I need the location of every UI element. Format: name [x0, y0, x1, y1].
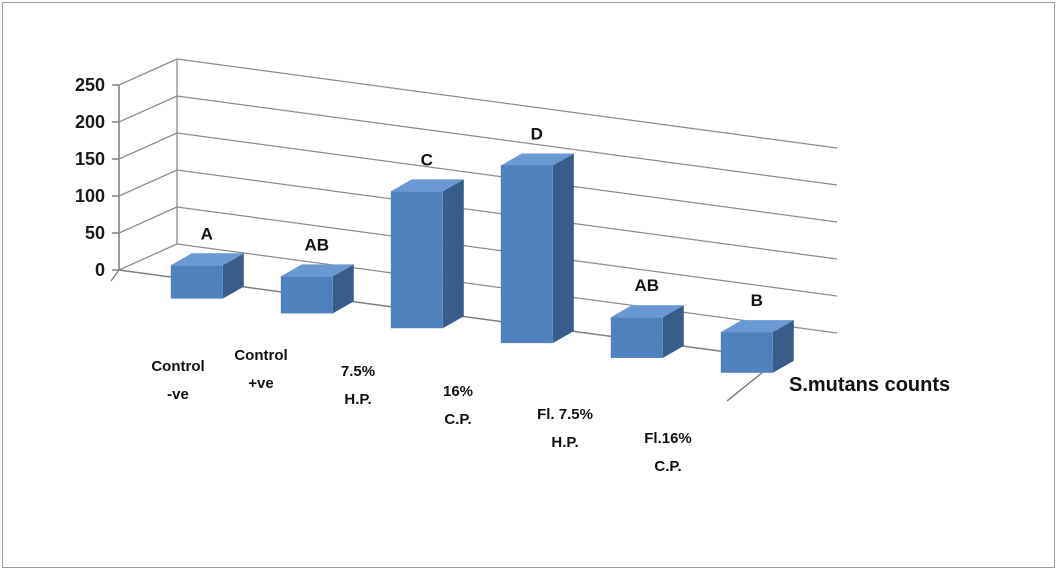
- bar-front-face: [500, 165, 553, 344]
- bar-top-face: [170, 253, 244, 266]
- x-tick-label: Control: [151, 358, 204, 375]
- bar-annotation: AB: [305, 235, 330, 254]
- x-tick-label: H.P.: [344, 391, 371, 408]
- bar-top-face: [500, 153, 574, 166]
- x-tick-label: Fl.16%: [644, 430, 692, 447]
- y-tick-label: 250: [75, 75, 105, 95]
- bar-annotation: B: [751, 291, 763, 310]
- x-tick-mark: [110, 269, 120, 282]
- side-wall-line: [118, 58, 178, 86]
- bar: [500, 153, 574, 344]
- bar-front-face: [720, 332, 773, 373]
- x-tick-label: 16%: [443, 383, 473, 400]
- bar-top-face: [280, 264, 354, 277]
- bar-top-face: [390, 179, 464, 192]
- bar-side-face: [552, 153, 574, 344]
- x-tick-label: 7.5%: [341, 363, 375, 380]
- bar-front-face: [390, 191, 443, 329]
- bars: [170, 153, 794, 373]
- x-tick-label: C.P.: [654, 458, 681, 475]
- bar: [610, 305, 684, 358]
- side-wall-line: [118, 243, 178, 271]
- bar-side-face: [662, 305, 684, 358]
- bar-chart-3d: 250 200 150 100 50 0 A Control -ve AB Control +ve C…: [75, 58, 950, 475]
- x-tick-label: Fl. 7.5%: [537, 406, 593, 423]
- bar-top-face: [610, 305, 684, 318]
- bar-annotation: C: [421, 150, 433, 169]
- bar-annotation: A: [201, 224, 213, 243]
- bar-top-face: [720, 320, 794, 333]
- gridline: [176, 58, 838, 149]
- bar-front-face: [170, 265, 223, 299]
- bar-annotation: D: [531, 125, 543, 144]
- y-tick-label: 50: [85, 223, 105, 243]
- side-wall-line: [118, 206, 178, 234]
- y-tick-label: 100: [75, 186, 105, 206]
- x-tick-label: +ve: [248, 375, 273, 392]
- side-wall-line: [118, 95, 178, 123]
- bar-front-face: [610, 317, 663, 358]
- y-tick-label: 0: [95, 260, 105, 280]
- bar-side-face: [442, 179, 464, 329]
- y-tick-label: 150: [75, 149, 105, 169]
- bar: [170, 253, 244, 299]
- bar: [390, 179, 464, 329]
- x-tick-label: -ve: [167, 386, 189, 403]
- bar-front-face: [280, 276, 333, 314]
- labels: A Control -ve AB Control +ve C 7.5% H.P. D 16% C.P.…: [151, 125, 950, 475]
- bar-side-face: [772, 320, 794, 373]
- x-tick-label: Control: [234, 347, 287, 364]
- bar-side-face: [332, 264, 354, 314]
- bar: [720, 320, 794, 373]
- x-tick-label: C.P.: [444, 411, 471, 428]
- y-tick-label: 200: [75, 112, 105, 132]
- gridline: [176, 95, 838, 186]
- legend-series-name: S.mutans counts: [789, 374, 950, 396]
- bar-annotation: AB: [635, 276, 660, 295]
- x-tick-label: H.P.: [551, 434, 578, 451]
- bar-side-face: [222, 253, 244, 299]
- side-wall-line: [118, 169, 178, 197]
- side-wall-line: [118, 132, 178, 160]
- bar: [280, 264, 354, 314]
